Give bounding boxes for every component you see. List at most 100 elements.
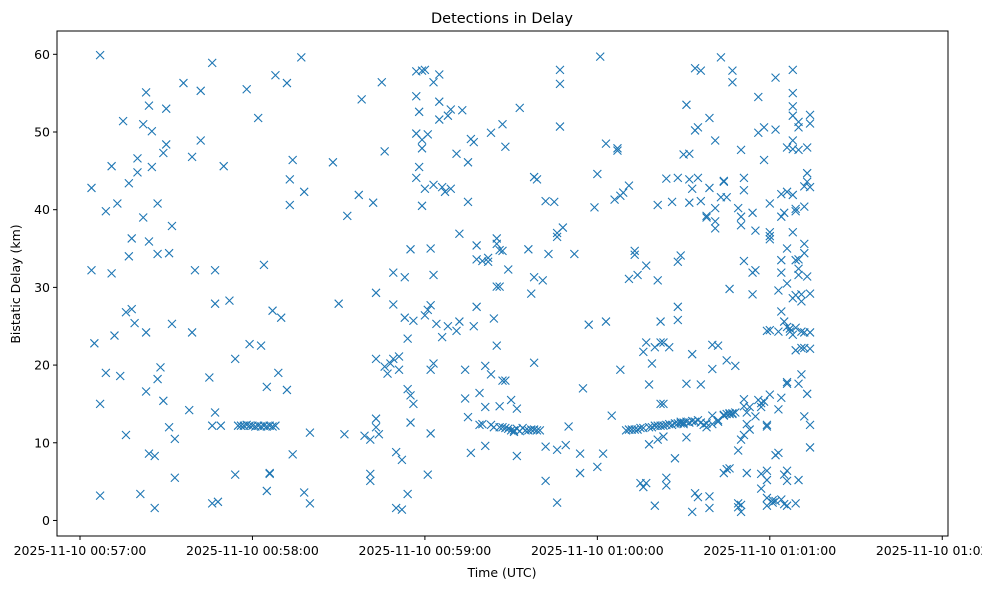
data-point-marker (107, 269, 116, 278)
data-point-marker (150, 451, 160, 461)
data-point-marker (388, 300, 398, 309)
data-point-marker (397, 455, 407, 465)
data-point-marker (95, 399, 105, 409)
data-point-marker (753, 92, 763, 102)
data-point-marker (719, 177, 729, 187)
data-point-marker (799, 248, 809, 258)
data-point-marker (802, 177, 812, 187)
data-point-marker (595, 52, 605, 62)
data-point-marker (541, 442, 551, 452)
data-point-marker (705, 491, 714, 501)
data-point-marker (638, 482, 648, 492)
data-point-marker (590, 202, 599, 212)
data-point-marker (722, 464, 732, 474)
data-point-marker (659, 432, 668, 441)
data-point-marker (592, 169, 602, 179)
data-point-marker (782, 143, 792, 152)
data-point-marker (555, 79, 565, 89)
data-markers (87, 50, 815, 517)
data-point-marker (161, 140, 171, 149)
data-point-marker (779, 470, 789, 480)
data-point-marker (141, 87, 151, 97)
data-point-marker (288, 155, 298, 165)
data-point-marker (733, 446, 743, 455)
data-point-marker (170, 473, 180, 483)
data-point-marker (452, 149, 461, 159)
data-point-marker (799, 202, 809, 211)
data-point-marker (417, 143, 427, 153)
data-point-marker (153, 374, 162, 384)
data-point-marker (682, 379, 691, 389)
data-point-marker (454, 317, 464, 326)
data-point-marker (161, 104, 171, 114)
data-point-marker (207, 58, 217, 68)
data-point-marker (95, 491, 105, 500)
data-point-marker (782, 244, 792, 253)
data-point-marker (230, 470, 240, 480)
data-point-marker (411, 173, 421, 183)
data-point-marker (271, 70, 280, 80)
data-point-marker (739, 185, 749, 195)
y-tick-label: 50 (34, 125, 50, 140)
data-point-marker (388, 354, 398, 364)
data-point-marker (644, 380, 654, 389)
data-point-marker (492, 234, 502, 243)
data-point-marker (403, 489, 413, 499)
data-point-marker (204, 373, 214, 382)
data-point-marker (682, 432, 691, 442)
data-point-marker (641, 338, 651, 347)
data-point-marker (805, 344, 815, 354)
data-point-marker (673, 302, 683, 312)
data-point-marker (601, 317, 611, 326)
data-point-marker (437, 182, 447, 192)
data-point-marker (526, 289, 536, 298)
data-point-marker (400, 272, 410, 282)
data-point-marker (107, 161, 116, 171)
data-point-marker (432, 319, 441, 329)
data-point-marker (371, 422, 381, 432)
data-point-marker (713, 341, 723, 351)
data-point-marker (736, 220, 746, 230)
data-point-marker (707, 364, 717, 374)
data-point-marker (739, 256, 749, 266)
data-point-marker (558, 223, 568, 232)
data-point-marker (153, 199, 162, 208)
data-point-marker (779, 208, 789, 218)
data-point-marker (684, 175, 694, 184)
data-point-marker (216, 421, 226, 431)
data-point-marker (653, 200, 663, 210)
data-point-marker (765, 231, 775, 241)
data-point-marker (728, 66, 737, 76)
data-point-marker (730, 408, 740, 417)
data-point-marker (797, 370, 806, 379)
data-point-marker (719, 468, 729, 478)
data-point-marker (486, 370, 496, 379)
data-point-marker (633, 425, 642, 434)
data-point-marker (400, 313, 410, 323)
data-point-marker (480, 441, 490, 451)
data-point-marker (463, 157, 473, 167)
data-point-marker (466, 448, 476, 458)
data-point-marker (87, 183, 96, 193)
data-point-marker (365, 469, 375, 479)
data-point-marker (636, 423, 645, 433)
data-point-marker (693, 492, 703, 502)
data-point-marker (429, 359, 438, 368)
data-point-marker (592, 462, 602, 472)
data-point-marker (414, 107, 424, 117)
data-point-marker (196, 86, 206, 96)
data-point-marker (210, 265, 220, 275)
data-point-marker (687, 507, 697, 517)
data-point-marker (110, 331, 119, 340)
data-point-marker (523, 244, 533, 254)
data-point-marker (512, 404, 522, 413)
data-point-marker (210, 408, 220, 417)
data-point-marker (805, 420, 815, 430)
data-point-marker (383, 369, 392, 379)
data-point-marker (213, 497, 223, 507)
data-point-marker (702, 213, 711, 222)
data-point-marker (791, 206, 801, 216)
data-point-marker (282, 78, 292, 88)
data-point-marker (788, 88, 798, 98)
data-point-marker (805, 443, 815, 452)
